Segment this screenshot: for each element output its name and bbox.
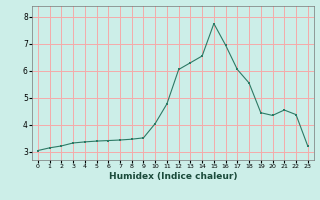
X-axis label: Humidex (Indice chaleur): Humidex (Indice chaleur) (108, 172, 237, 181)
